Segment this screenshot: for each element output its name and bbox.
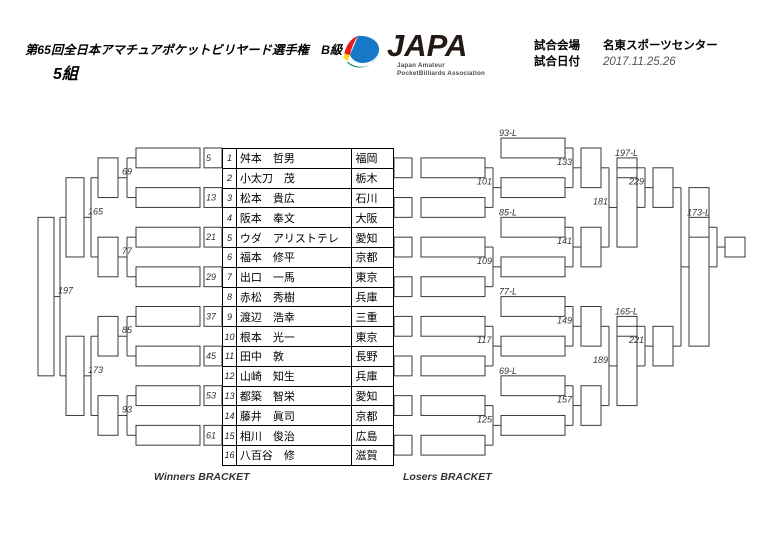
svg-text:29: 29 [205, 272, 216, 282]
svg-text:5: 5 [206, 153, 212, 163]
svg-text:197-L: 197-L [615, 148, 638, 158]
svg-text:61: 61 [206, 430, 216, 440]
svg-text:93: 93 [122, 404, 132, 414]
svg-text:173-L: 173-L [687, 207, 710, 217]
svg-text:77-L: 77-L [499, 287, 517, 297]
svg-text:117: 117 [477, 335, 492, 345]
svg-text:85: 85 [122, 325, 133, 335]
svg-text:85-L: 85-L [499, 207, 517, 217]
svg-text:69-L: 69-L [499, 366, 517, 376]
svg-text:173: 173 [88, 365, 103, 375]
svg-text:165: 165 [88, 206, 104, 216]
svg-text:157: 157 [557, 395, 573, 405]
svg-text:189: 189 [593, 355, 608, 365]
svg-text:77: 77 [122, 246, 133, 256]
svg-text:229: 229 [628, 177, 644, 187]
svg-text:37: 37 [206, 311, 217, 321]
svg-text:221: 221 [628, 335, 644, 345]
svg-text:133: 133 [557, 157, 572, 167]
svg-text:109: 109 [477, 256, 492, 266]
svg-text:125: 125 [477, 414, 493, 424]
svg-text:69: 69 [122, 167, 132, 177]
svg-text:93-L: 93-L [499, 128, 517, 138]
svg-text:181: 181 [593, 196, 608, 206]
svg-text:101: 101 [477, 177, 492, 187]
svg-text:197: 197 [58, 286, 74, 296]
svg-text:45: 45 [206, 351, 217, 361]
svg-text:149: 149 [557, 315, 572, 325]
svg-text:53: 53 [206, 391, 216, 401]
svg-text:165-L: 165-L [615, 306, 638, 316]
svg-text:21: 21 [205, 232, 216, 242]
svg-text:141: 141 [557, 236, 572, 246]
svg-text:13: 13 [206, 193, 216, 203]
